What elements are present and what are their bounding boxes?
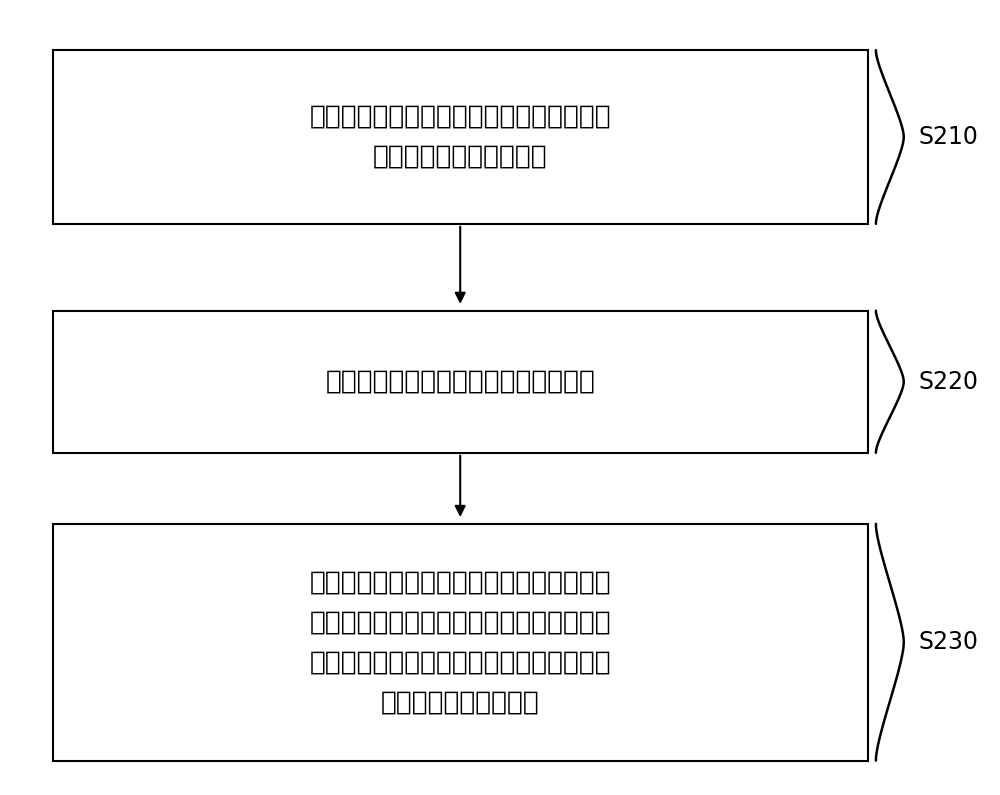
Text: 响应于监测到第一程序运行中止，通过第二
线程唤醒第一线程，以从记录的第一程序运
行中止时的位置运行所述第一程序，继续对
电池管理系统进行测试: 响应于监测到第一程序运行中止，通过第二 线程唤醒第一线程，以从记录的第一程序运 … — [309, 569, 611, 716]
Text: S230: S230 — [919, 630, 979, 654]
FancyBboxPatch shape — [53, 50, 868, 224]
Text: S220: S220 — [919, 370, 979, 394]
Text: 通过第一线程运行第一程序，第一程序用于
对电池管理系统进行测试: 通过第一线程运行第一程序，第一程序用于 对电池管理系统进行测试 — [309, 104, 611, 170]
Text: 通过第二线程记录第一程序运行的位置: 通过第二线程记录第一程序运行的位置 — [325, 369, 595, 394]
FancyBboxPatch shape — [53, 524, 868, 761]
Text: S210: S210 — [919, 125, 979, 149]
FancyBboxPatch shape — [53, 311, 868, 453]
